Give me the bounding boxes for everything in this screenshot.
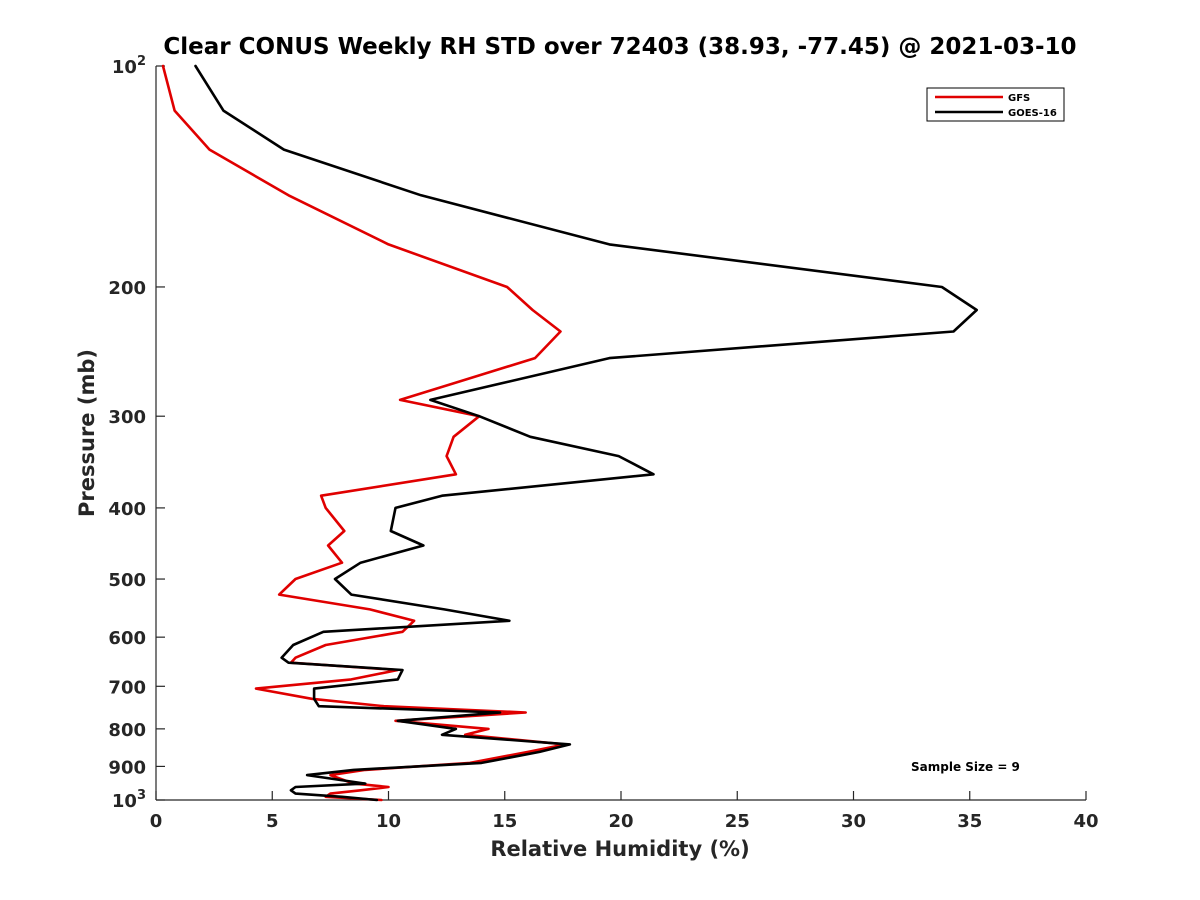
legend-label: GFS bbox=[1008, 93, 1030, 104]
y-tick-label: 800 bbox=[108, 720, 146, 741]
y-tick-label: 102 bbox=[112, 54, 146, 78]
x-axis: 0 5 10 15 20 25 30 35 40 bbox=[150, 791, 1099, 832]
y-tick-label: 103 bbox=[112, 788, 146, 812]
y-axis-label: Pressure (mb) bbox=[75, 349, 99, 517]
x-tick-label: 5 bbox=[266, 811, 279, 832]
legend: GFS GOES-16 bbox=[926, 87, 1065, 122]
sample-size-annotation: Sample Size = 9 bbox=[911, 760, 1020, 774]
x-axis-label: Relative Humidity (%) bbox=[490, 837, 749, 861]
x-tick-label: 10 bbox=[376, 811, 401, 832]
y-tick-label: 600 bbox=[108, 628, 146, 649]
x-tick-label: 35 bbox=[957, 811, 982, 832]
x-tick-label: 25 bbox=[725, 811, 750, 832]
y-tick-label: 900 bbox=[108, 757, 146, 778]
y-tick-label: 400 bbox=[108, 499, 146, 520]
y-tick-label: 200 bbox=[108, 278, 146, 299]
x-tick-label: 15 bbox=[492, 811, 517, 832]
chart-title: Clear CONUS Weekly RH STD over 72403 (38… bbox=[163, 34, 1076, 60]
legend-label: GOES-16 bbox=[1008, 108, 1057, 119]
y-tick-label: 300 bbox=[108, 407, 146, 428]
y-tick-label: 700 bbox=[108, 677, 146, 698]
series-layer bbox=[161, 64, 979, 802]
y-axis: 102 200 300 400 500 600 700 800 900 103 bbox=[108, 54, 165, 812]
x-tick-label: 20 bbox=[608, 811, 633, 832]
x-tick-label: 40 bbox=[1073, 811, 1098, 832]
series-line-goes-16 bbox=[194, 64, 979, 802]
x-tick-label: 30 bbox=[841, 811, 866, 832]
legend-box bbox=[926, 87, 1065, 122]
x-tick-label: 0 bbox=[150, 811, 163, 832]
y-tick-label: 500 bbox=[108, 570, 146, 591]
